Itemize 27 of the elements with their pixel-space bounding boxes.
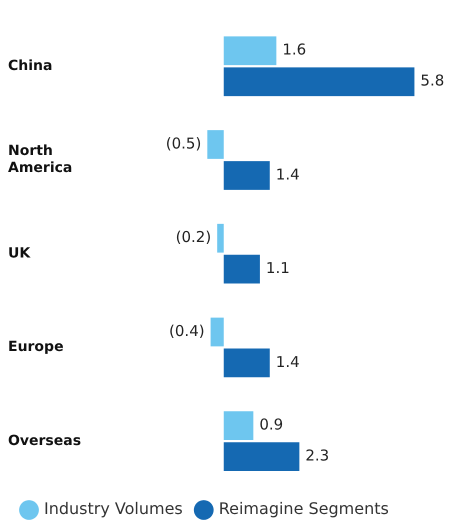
data-label: 1.6	[282, 40, 306, 59]
bar	[217, 224, 224, 253]
data-label: 5.8	[420, 72, 444, 90]
y-tick-label: North America	[8, 143, 72, 176]
data-label: 1.4	[276, 352, 300, 371]
legend-label: Industry Volumes	[44, 499, 183, 518]
bar	[224, 161, 270, 190]
data-label: 1.1	[266, 259, 290, 278]
bar	[224, 411, 254, 440]
bar	[207, 130, 224, 159]
bar	[210, 318, 224, 346]
bar	[224, 36, 276, 66]
legend-label: Reimagine Segments	[218, 499, 389, 518]
data-label: 2.3	[305, 446, 330, 464]
y-tick-label: China	[8, 58, 52, 74]
y-tick-label: Europe	[8, 339, 64, 356]
bar	[224, 67, 414, 96]
data-label: 0.9	[259, 416, 284, 434]
data-label: (0.2)	[176, 228, 212, 246]
data-label: (0.4)	[169, 322, 205, 340]
data-label: (0.5)	[166, 134, 202, 152]
y-tick-label: Overseas	[8, 432, 82, 449]
bar	[224, 442, 300, 471]
data-label: 1.4	[276, 165, 300, 184]
y-tick-label: UK	[8, 245, 32, 262]
bar	[224, 254, 260, 284]
bar	[224, 348, 270, 378]
